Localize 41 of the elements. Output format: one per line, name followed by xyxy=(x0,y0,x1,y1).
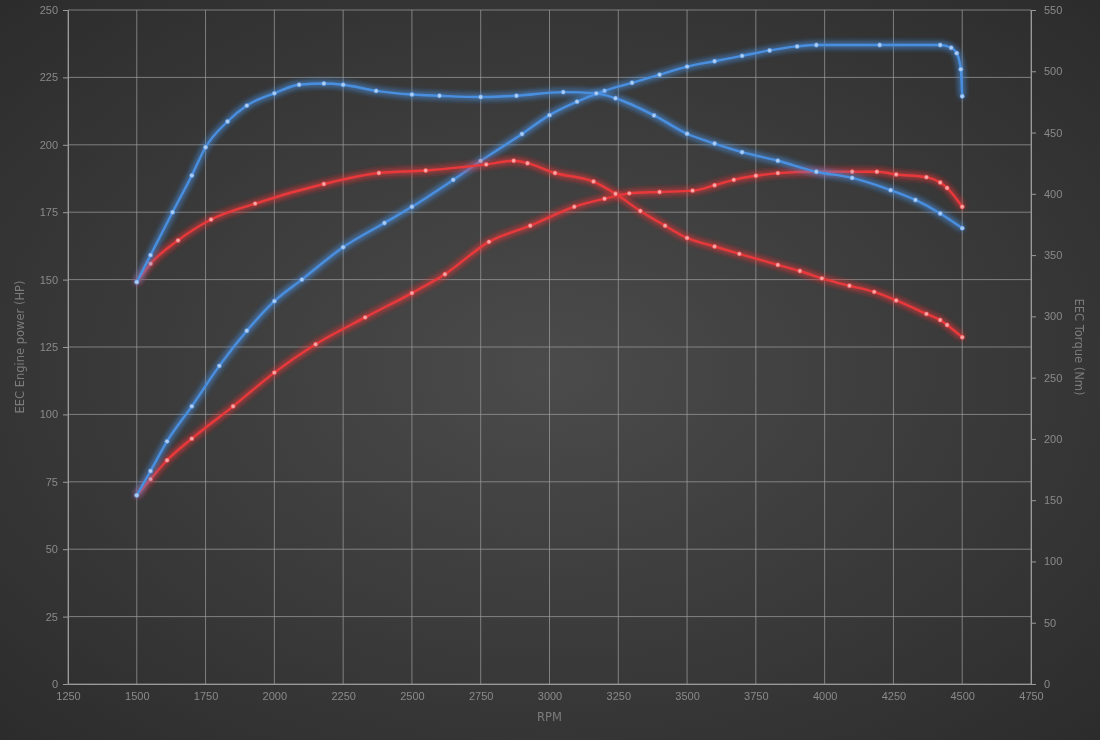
y-tick-label: 200 xyxy=(39,138,58,151)
y-tick-label: 150 xyxy=(39,273,58,286)
y2-tick-label: 100 xyxy=(1044,555,1063,568)
y-tick-label: 100 xyxy=(39,408,58,421)
y2-tick-label: 400 xyxy=(1044,187,1063,200)
y-tick-label: 50 xyxy=(45,543,58,556)
x-tick-label: 2250 xyxy=(331,689,356,702)
y2-tick-label: 300 xyxy=(1044,310,1063,323)
y-tick-label: 75 xyxy=(45,475,58,488)
x-axis-title: RPM xyxy=(537,710,562,724)
x-tick-label: 3750 xyxy=(744,689,769,702)
x-tick-label: 1500 xyxy=(125,689,150,702)
x-tick-label: 4250 xyxy=(881,689,907,702)
y2-tick-label: 150 xyxy=(1044,494,1063,507)
y-tick-label: 250 xyxy=(39,4,58,17)
x-tick-label: 3250 xyxy=(606,689,632,702)
y-axis-title: EEC Engine power (HP) xyxy=(13,280,27,414)
y-tick-label: 175 xyxy=(39,206,58,219)
y-tick-label: 125 xyxy=(39,341,58,354)
y-tick-label: 25 xyxy=(45,610,58,623)
y-tick-label: 225 xyxy=(39,71,58,84)
x-tick-label: 4000 xyxy=(812,689,838,702)
x-tick-label: 2750 xyxy=(468,689,494,702)
y2-tick-label: 450 xyxy=(1044,126,1063,139)
y2-tick-label: 50 xyxy=(1044,616,1057,629)
x-tick-label: 2000 xyxy=(262,689,288,702)
y2-tick-label: 250 xyxy=(1044,371,1063,384)
y2-axis-title: EEC Torque (Nm) xyxy=(1072,298,1086,396)
x-tick-label: 4500 xyxy=(950,689,975,702)
y-tick-label: 0 xyxy=(51,678,58,691)
x-tick-label: 1750 xyxy=(193,689,219,702)
x-tick-label: 2500 xyxy=(400,689,425,702)
y2-tick-label: 350 xyxy=(1044,249,1063,262)
x-tick-label: 3500 xyxy=(675,689,700,702)
y2-tick-label: 500 xyxy=(1044,65,1063,78)
y2-tick-label: 550 xyxy=(1044,4,1063,17)
x-tick-label: 3000 xyxy=(537,689,563,702)
y2-tick-label: 0 xyxy=(1044,678,1051,691)
x-tick-label: 4750 xyxy=(1019,689,1044,702)
y2-tick-label: 200 xyxy=(1044,432,1063,445)
x-tick-label: 1250 xyxy=(56,689,81,702)
